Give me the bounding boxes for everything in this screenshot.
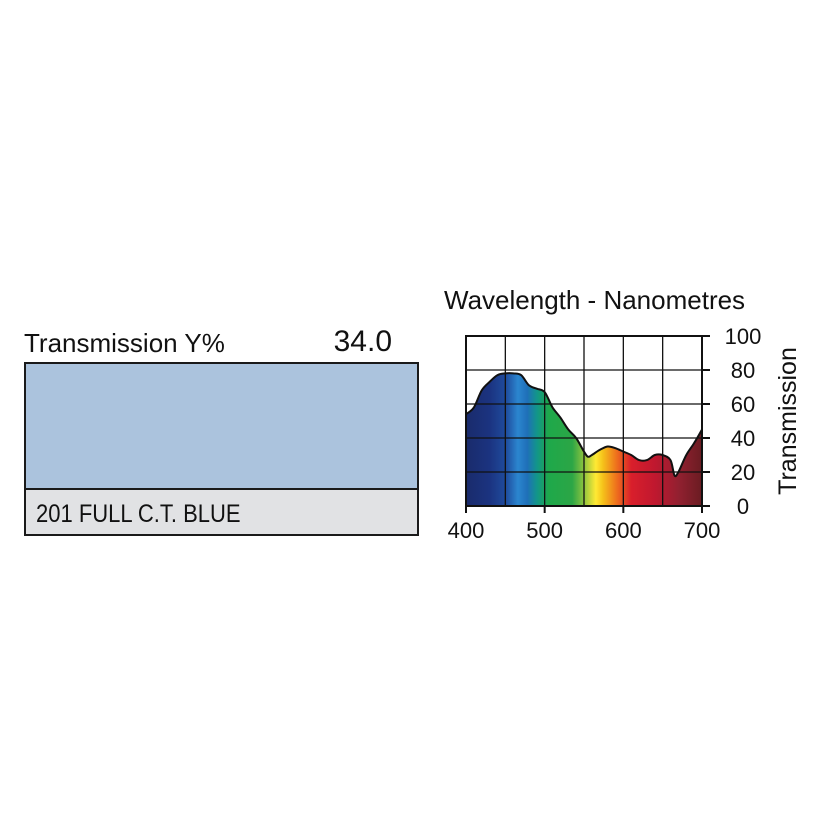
swatch-color-fill bbox=[26, 364, 417, 490]
filter-name: 201 FULL C.T. BLUE bbox=[36, 500, 241, 528]
x-tick-label: 600 bbox=[605, 518, 642, 543]
x-tick-label: 400 bbox=[448, 518, 485, 543]
y-tick-label: 0 bbox=[737, 494, 749, 519]
y-tick-label: 100 bbox=[725, 324, 762, 349]
transmission-curve bbox=[465, 372, 703, 478]
y-tick-label: 20 bbox=[731, 460, 755, 485]
swatch-name-box: 201 FULL C.T. BLUE bbox=[26, 490, 417, 534]
color-swatch: 201 FULL C.T. BLUE bbox=[24, 362, 419, 536]
swatch-label: Transmission Y% bbox=[24, 328, 225, 358]
x-tick-label: 700 bbox=[684, 518, 721, 543]
grid-lines bbox=[466, 336, 702, 506]
axes: 400 500 600 700 0 20 40 60 80 100 bbox=[448, 324, 762, 543]
x-tick-label: 500 bbox=[526, 518, 563, 543]
y-tick-label: 80 bbox=[731, 358, 755, 383]
transmission-area bbox=[466, 373, 702, 506]
transmission-value: 34.0 bbox=[333, 325, 392, 358]
chart-title: Wavelength - Nanometres bbox=[444, 285, 746, 315]
plot-frame bbox=[465, 335, 703, 507]
y-tick-label: 60 bbox=[731, 392, 755, 417]
y-tick-label: 40 bbox=[731, 426, 755, 451]
